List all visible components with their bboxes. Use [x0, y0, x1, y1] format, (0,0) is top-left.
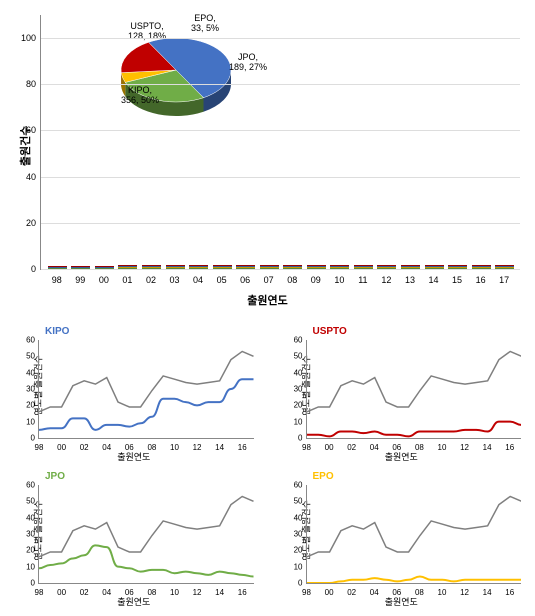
ytick: 0 [16, 264, 36, 274]
ytick: 40 [16, 172, 36, 182]
xtick: 99 [75, 275, 85, 285]
small-multiples-grid: KIPO연도별 출원건수0102030405060980002040608101… [10, 326, 525, 606]
small-chart-title: JPO [10, 471, 258, 482]
small-chart-title: USPTO [278, 326, 526, 337]
ytick: 60 [16, 125, 36, 135]
xtick: 02 [146, 275, 156, 285]
ytick: 100 [16, 33, 36, 43]
xtick: 06 [240, 275, 250, 285]
small-x-axis-label: 출원연도 [278, 450, 526, 463]
xtick: 05 [217, 275, 227, 285]
small-x-axis-label: 출원연도 [10, 450, 258, 463]
xtick: 13 [405, 275, 415, 285]
small-chart-kipo: KIPO연도별 출원건수0102030405060980002040608101… [10, 326, 258, 461]
ytick: 20 [16, 218, 36, 228]
xtick: 16 [476, 275, 486, 285]
bar-container: 9899000102030405060708091011121314151617 [41, 15, 520, 269]
ytick: 80 [16, 79, 36, 89]
xtick: 17 [499, 275, 509, 285]
xtick: 04 [193, 275, 203, 285]
xtick: 14 [429, 275, 439, 285]
xtick: 11 [358, 275, 367, 285]
xtick: 15 [452, 275, 462, 285]
main-plot-area: KIPO,356, 50%JPO,189, 27%EPO,33, 5%USPTO… [40, 15, 520, 270]
small-chart-uspto: USPTO연도별 출원건수010203040506098000204060810… [278, 326, 526, 461]
small-chart-title: KIPO [10, 326, 258, 337]
xtick: 03 [169, 275, 179, 285]
main-stacked-bar-chart: 출원건수 KIPO,356, 50%JPO,189, 27%EPO,33, 5%… [10, 10, 525, 290]
main-x-axis-label: 출원연도 [10, 292, 525, 308]
xtick: 10 [334, 275, 344, 285]
small-chart-title: EPO [278, 471, 526, 482]
xtick: 08 [287, 275, 297, 285]
xtick: 01 [122, 275, 132, 285]
xtick: 98 [52, 275, 62, 285]
xtick: 07 [264, 275, 274, 285]
small-chart-jpo: JPO연도별 출원건수01020304050609800020406081012… [10, 471, 258, 606]
xtick: 09 [311, 275, 321, 285]
xtick: 00 [99, 275, 109, 285]
xtick: 12 [381, 275, 391, 285]
small-chart-epo: EPO연도별 출원건수01020304050609800020406081012… [278, 471, 526, 606]
